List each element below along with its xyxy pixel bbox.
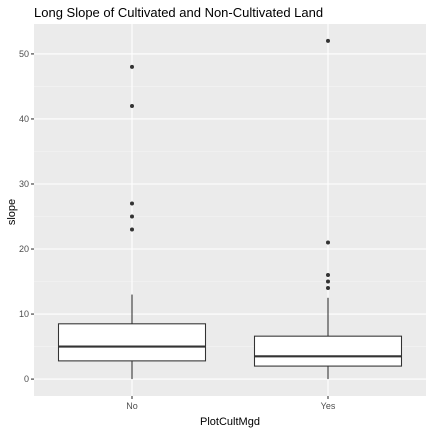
outlier-point-yes (326, 38, 330, 43)
outlier-point-yes (326, 240, 330, 245)
y-tick-label: 10 (19, 309, 29, 319)
gridlines (34, 24, 426, 396)
outlier-point-no (130, 227, 134, 232)
outlier-point-yes (326, 286, 330, 291)
axes: 0 10 20 30 40 50 No Yes (19, 49, 336, 411)
y-tick-label: 50 (19, 49, 29, 59)
x-axis-title: PlotCultMgd (200, 416, 260, 428)
outlier-point-yes (326, 279, 330, 284)
y-axis-title: slope (6, 199, 18, 225)
box-no (57, 323, 207, 362)
outlier-point-no (130, 64, 134, 69)
y-tick-label: 30 (19, 179, 29, 189)
box-yes (253, 335, 403, 367)
y-tick-label: 0 (24, 374, 29, 384)
y-tick-label: 40 (19, 114, 29, 124)
outlier-point-no (130, 103, 134, 108)
chart-title: Long Slope of Cultivated and Non-Cultiva… (34, 5, 323, 20)
box-layer (57, 38, 403, 380)
x-tick-label: No (126, 401, 138, 411)
x-tick-label: Yes (321, 401, 336, 411)
outlier-point-yes (326, 273, 330, 278)
outlier-point-no (130, 214, 134, 219)
outlier-point-no (130, 201, 134, 206)
y-tick-label: 20 (19, 244, 29, 254)
